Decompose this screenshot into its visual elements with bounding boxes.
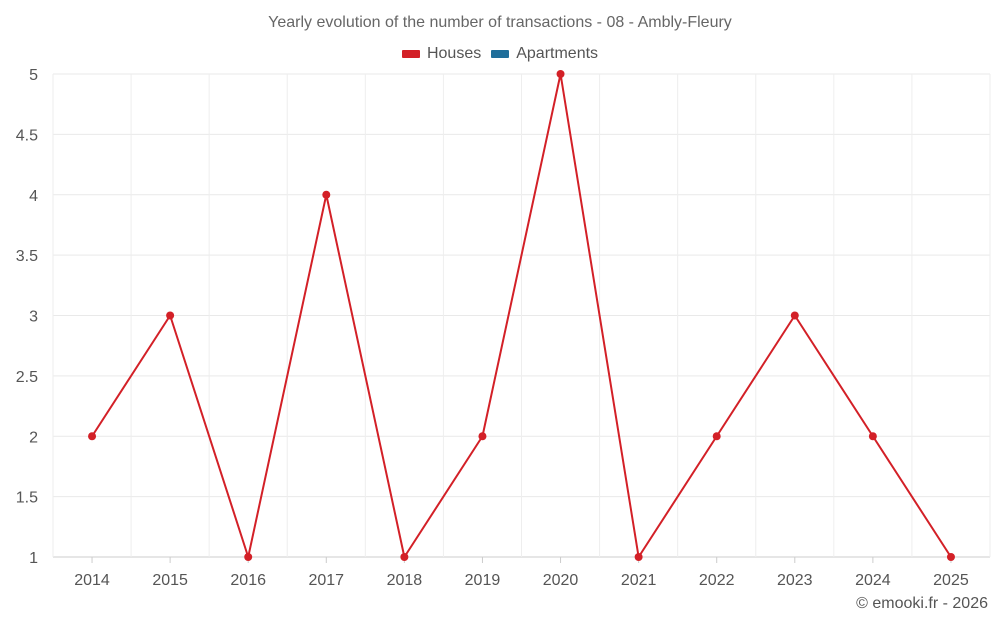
y-tick-label: 2.5: [16, 369, 38, 386]
series-line-houses: [91, 73, 952, 558]
legend-swatch-houses: [401, 50, 420, 58]
x-tick-label: 2017: [308, 572, 344, 589]
data-point-houses: [634, 553, 643, 561]
data-point-houses: [478, 432, 487, 441]
y-tick-label: 3.5: [16, 248, 38, 265]
x-tick-label: 2023: [777, 572, 813, 589]
x-tick-label: 2016: [230, 572, 266, 589]
legend-label-houses: Houses: [426, 45, 482, 62]
legend-swatch-apartments: [491, 50, 510, 58]
data-point-houses: [166, 311, 175, 320]
y-tick-label: 5: [29, 67, 38, 84]
x-tick-label: 2021: [621, 572, 657, 589]
x-tick-label: 2014: [74, 572, 110, 589]
x-tick-label: 2015: [152, 572, 188, 589]
x-tick-label: 2018: [387, 572, 423, 589]
x-tick-label: 2024: [855, 572, 891, 589]
data-point-houses: [400, 553, 409, 561]
data-point-houses: [946, 553, 955, 561]
data-point-houses: [712, 432, 721, 441]
chart-legend: Houses Apartments: [0, 45, 1000, 63]
x-tick-label: 2025: [933, 572, 969, 589]
x-tick-label: 2022: [699, 572, 735, 589]
y-tick-label: 4: [29, 188, 38, 205]
data-point-houses: [556, 70, 565, 78]
copyright-footer: © emooki.fr - 2026: [856, 595, 988, 612]
x-tick-label: 2019: [465, 572, 501, 589]
data-point-houses: [868, 432, 877, 441]
legend-label-apartments: Apartments: [516, 45, 599, 62]
data-point-houses: [790, 311, 799, 320]
data-point-houses: [88, 432, 97, 441]
y-tick-label: 1: [29, 550, 38, 567]
legend-item-houses[interactable]: Houses: [401, 45, 482, 63]
y-tick-label: 4.5: [16, 127, 38, 144]
y-tick-label: 1.5: [16, 490, 38, 507]
y-tick-label: 2: [29, 429, 38, 446]
chart-title: Yearly evolution of the number of transa…: [268, 14, 732, 31]
legend-item-apartments[interactable]: Apartments: [491, 45, 598, 63]
x-tick-label: 2020: [543, 572, 579, 589]
data-point-houses: [322, 190, 331, 199]
y-tick-label: 3: [29, 309, 38, 326]
data-point-houses: [244, 553, 253, 561]
